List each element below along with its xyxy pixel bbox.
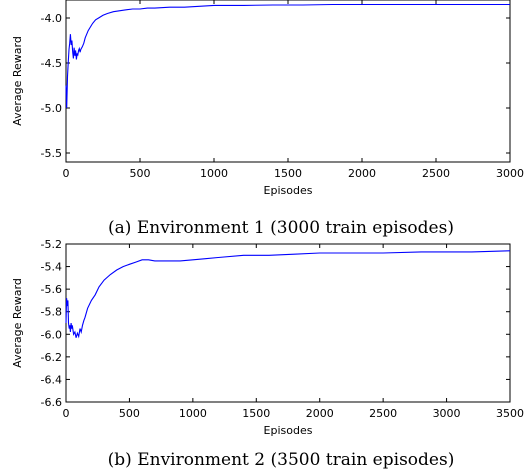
y-tick-label: -5.5	[41, 147, 62, 160]
x-axis-label-b: Episodes	[264, 424, 313, 437]
y-tick-label: -6.4	[41, 373, 62, 386]
series-line-b	[65, 250, 511, 339]
y-tick-label: -6.6	[41, 396, 62, 409]
x-tick-label: 1000	[179, 407, 207, 420]
x-axis-label-a: Episodes	[264, 184, 313, 197]
x-tick-label: 1500	[274, 167, 302, 180]
y-tick-label: -6.2	[41, 351, 62, 364]
caption-b: (b) Environment 2 (3500 train episodes)	[108, 450, 455, 470]
x-tick-label: 500	[119, 407, 140, 420]
plot-area-a	[65, 0, 511, 163]
x-tick-label: 2000	[306, 407, 334, 420]
y-axis-label-b: Average Reward	[11, 278, 24, 368]
y-tick-label: -6.0	[41, 328, 62, 341]
x-tick-label: 2500	[422, 167, 450, 180]
x-tick-label: 0	[63, 407, 70, 420]
y-tick-label: -5.8	[41, 306, 62, 319]
x-axis-a: 0 500 1000 1500 2000 2500 3000	[63, 0, 524, 180]
chart-panel-a: -4.0 -4.5 -5.0 -5.5 0 500 1000 1500 2000 2500 300…	[11, 0, 524, 238]
y-tick-label: -5.4	[41, 261, 62, 274]
x-tick-label: 500	[130, 167, 151, 180]
y-tick-label: -5.2	[41, 238, 62, 251]
x-tick-label: 2500	[369, 407, 397, 420]
y-tick-label: -4.0	[41, 12, 62, 25]
y-axis-label-a: Average Reward	[11, 36, 24, 126]
y-tick-label: -5.6	[41, 283, 62, 296]
chart-panel-b: -5.2 -5.4 -5.6 -5.8 -6.0 -6.2 -6.4 -6.6 0 500 100…	[11, 238, 524, 470]
x-tick-label: 0	[63, 167, 70, 180]
caption-a: (a) Environment 1 (3000 train episodes)	[108, 218, 454, 238]
x-tick-label: 3000	[433, 407, 461, 420]
plot-area-b	[65, 243, 511, 403]
x-tick-label: 1000	[200, 167, 228, 180]
x-tick-label: 3000	[496, 167, 524, 180]
x-axis-b: 0 500 1000 1500 2000 2500 3000 3500	[63, 244, 524, 420]
y-axis-a: -4.0 -4.5 -5.0 -5.5	[41, 12, 510, 160]
x-tick-label: 1500	[242, 407, 270, 420]
y-axis-b: -5.2 -5.4 -5.6 -5.8 -6.0 -6.2 -6.4 -6.6	[41, 238, 510, 409]
x-tick-label: 3500	[496, 407, 524, 420]
y-tick-label: -5.0	[41, 102, 62, 115]
y-tick-label: -4.5	[41, 57, 62, 70]
x-tick-label: 2000	[348, 167, 376, 180]
series-line-a	[65, 3, 510, 109]
